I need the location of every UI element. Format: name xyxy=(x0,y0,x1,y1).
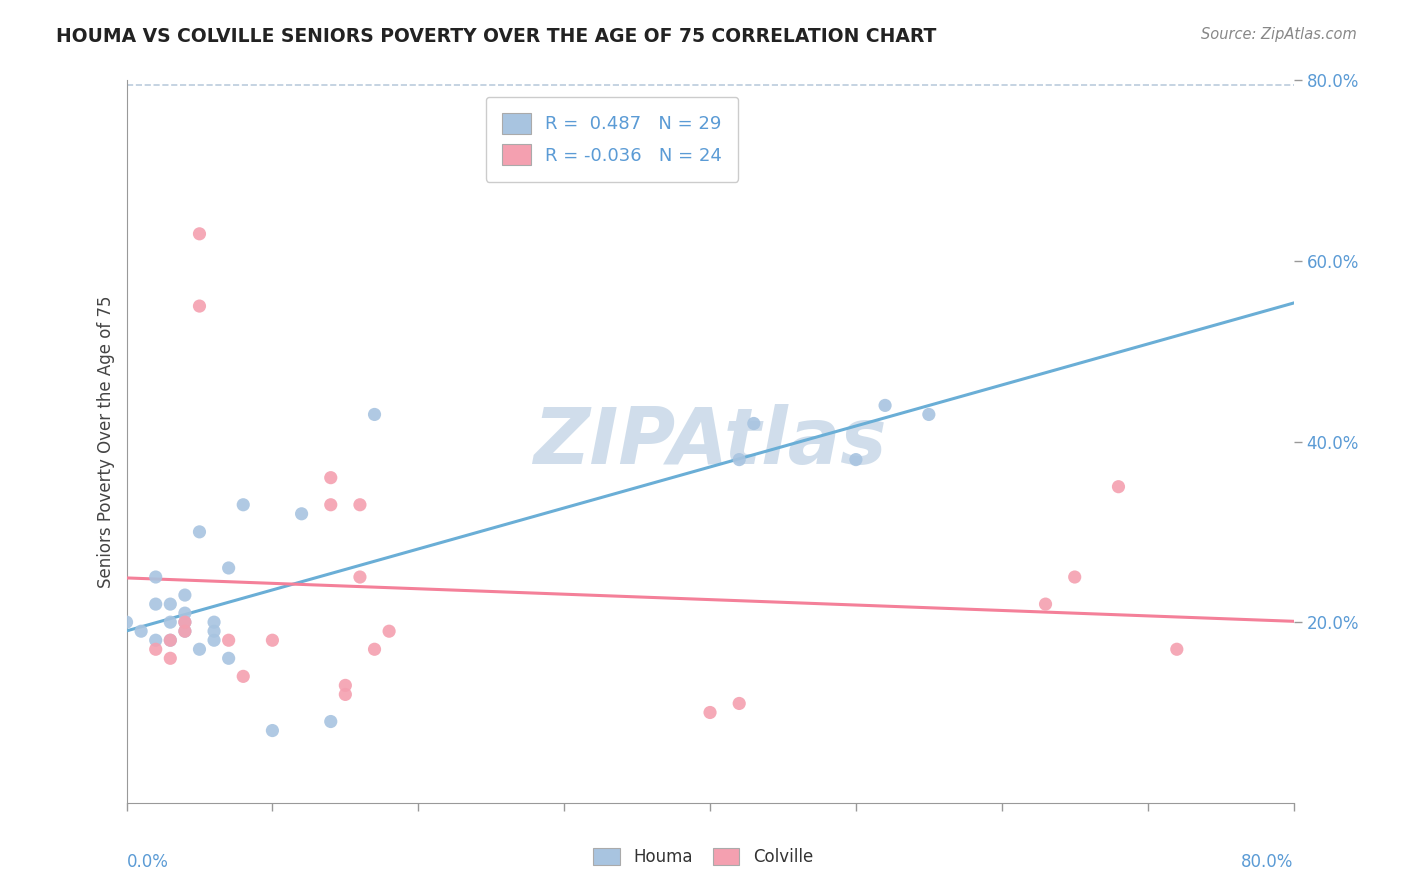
Text: HOUMA VS COLVILLE SENIORS POVERTY OVER THE AGE OF 75 CORRELATION CHART: HOUMA VS COLVILLE SENIORS POVERTY OVER T… xyxy=(56,27,936,45)
Point xyxy=(174,624,197,639)
Point xyxy=(159,597,181,611)
Text: Source: ZipAtlas.com: Source: ZipAtlas.com xyxy=(1201,27,1357,42)
Point xyxy=(845,452,868,467)
Point xyxy=(202,615,225,630)
Point xyxy=(145,633,167,648)
Point xyxy=(875,398,897,412)
Point xyxy=(218,651,240,665)
Point xyxy=(363,408,385,422)
Point xyxy=(378,624,401,639)
Point xyxy=(188,227,211,241)
Point xyxy=(145,570,167,584)
Point xyxy=(174,606,197,620)
Point xyxy=(159,651,181,665)
Point xyxy=(129,624,152,639)
Point xyxy=(335,687,357,701)
Point xyxy=(145,642,167,657)
Point xyxy=(290,507,312,521)
Point xyxy=(188,524,211,539)
Point xyxy=(159,633,181,648)
Point xyxy=(174,615,197,630)
Point xyxy=(174,615,197,630)
Point xyxy=(188,642,211,657)
Legend: R =  0.487   N = 29, R = -0.036   N = 24: R = 0.487 N = 29, R = -0.036 N = 24 xyxy=(485,96,738,182)
Point xyxy=(728,452,751,467)
Point xyxy=(349,570,371,584)
Point xyxy=(335,678,357,692)
Point xyxy=(742,417,765,431)
Text: ZIPAtlas: ZIPAtlas xyxy=(533,403,887,480)
Point xyxy=(145,597,167,611)
Point xyxy=(232,669,254,683)
Point xyxy=(159,633,181,648)
Point xyxy=(1063,570,1085,584)
Point xyxy=(202,624,225,639)
Point xyxy=(319,498,342,512)
Point xyxy=(1035,597,1057,611)
Point xyxy=(319,714,342,729)
Point xyxy=(1166,642,1188,657)
Legend: Houma, Colville: Houma, Colville xyxy=(586,841,820,873)
Point xyxy=(319,471,342,485)
Point xyxy=(174,588,197,602)
Text: 80.0%: 80.0% xyxy=(1241,854,1294,871)
Y-axis label: Seniors Poverty Over the Age of 75: Seniors Poverty Over the Age of 75 xyxy=(97,295,115,588)
Point xyxy=(262,633,284,648)
Point xyxy=(218,561,240,575)
Point xyxy=(159,615,181,630)
Point xyxy=(349,498,371,512)
Point xyxy=(202,633,225,648)
Point xyxy=(115,615,138,630)
Point xyxy=(728,697,751,711)
Point xyxy=(188,299,211,313)
Text: 0.0%: 0.0% xyxy=(127,854,169,871)
Point xyxy=(363,642,385,657)
Point xyxy=(174,624,197,639)
Point xyxy=(218,633,240,648)
Point xyxy=(918,408,941,422)
Point xyxy=(232,498,254,512)
Point xyxy=(262,723,284,738)
Point xyxy=(1108,480,1130,494)
Point xyxy=(699,706,721,720)
